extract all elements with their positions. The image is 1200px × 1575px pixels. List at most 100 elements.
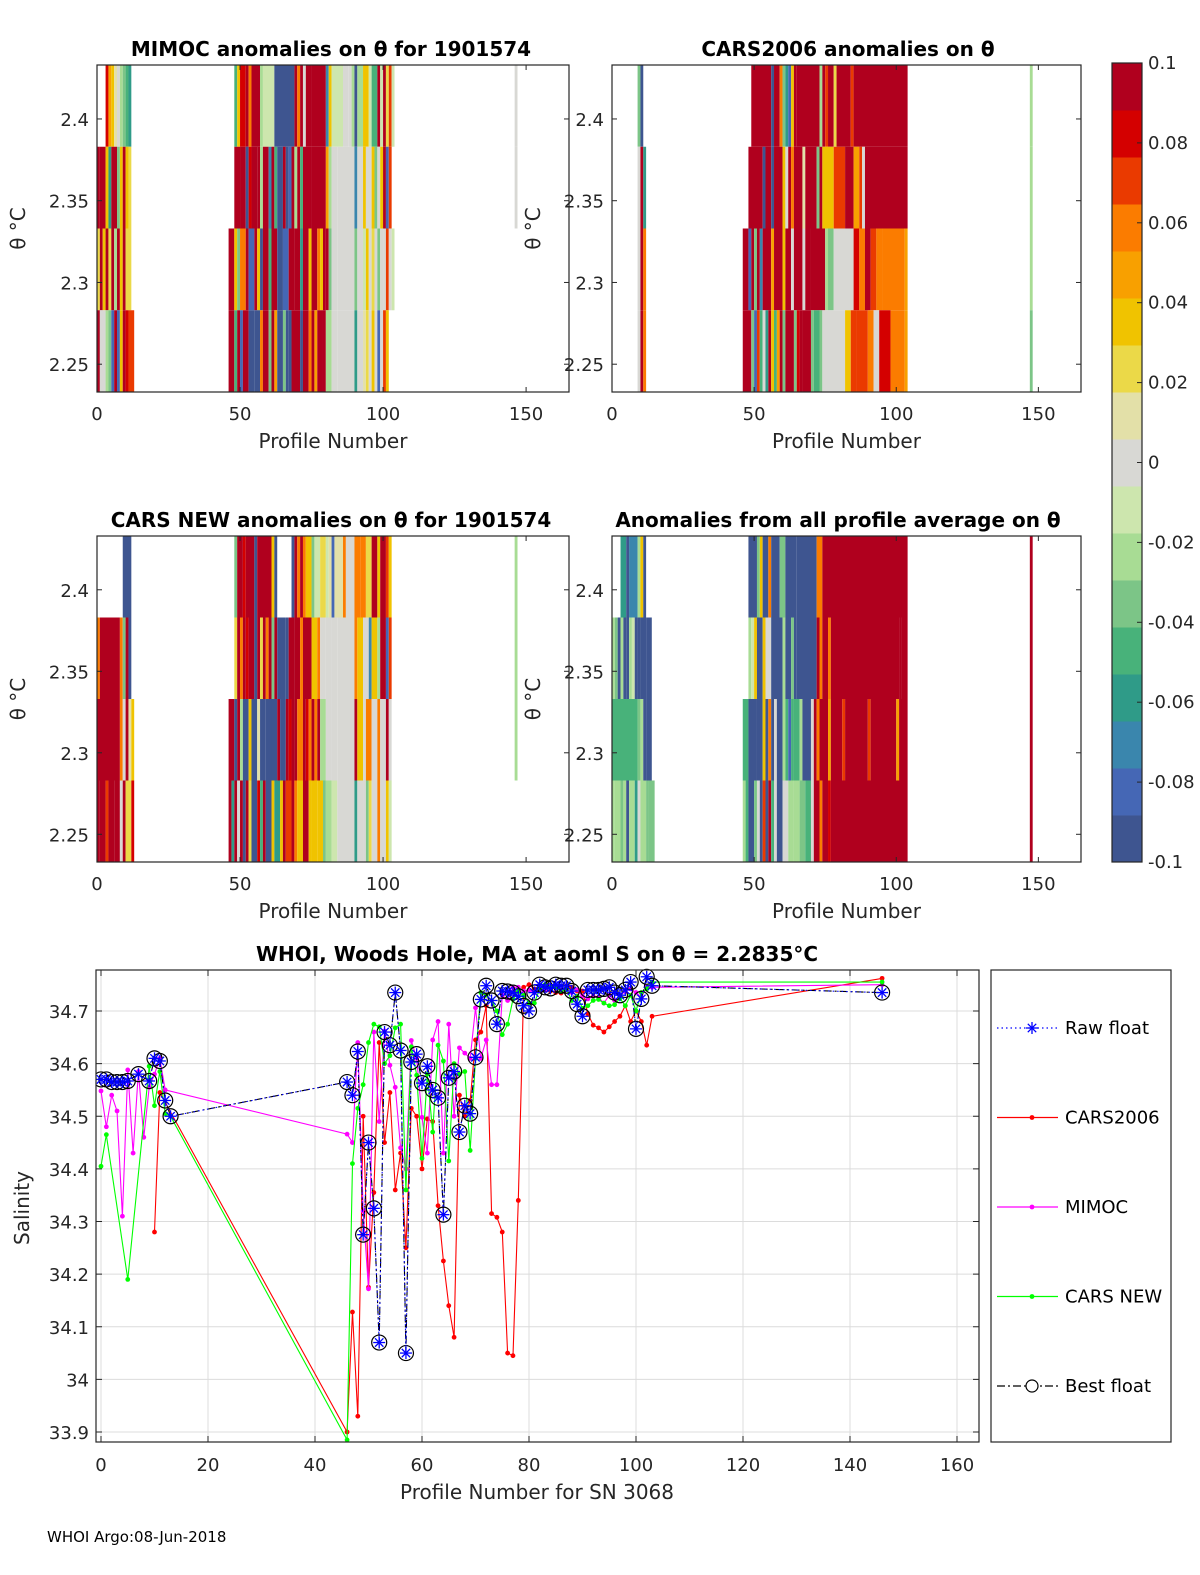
colorbar-tick-label: 0.08 (1148, 133, 1188, 154)
legend-box (990, 969, 1172, 1443)
heatmap-cell (377, 310, 381, 392)
heatmap-cell (774, 780, 777, 862)
heatmap-cell (131, 780, 135, 862)
heatmap-cell (816, 699, 820, 781)
data-point (590, 998, 596, 1003)
data-point (371, 1029, 377, 1035)
heatmap-cell (297, 699, 303, 781)
heatmap-cell (802, 310, 811, 392)
heatmap-cell (765, 617, 772, 699)
series-line (100, 984, 883, 1289)
heatmap-cell (745, 780, 749, 862)
colorbar-segment (1112, 580, 1142, 628)
data-point (394, 1044, 407, 1057)
data-point (467, 1148, 473, 1153)
heatmap-cell (640, 65, 644, 147)
heatmap-cell (294, 536, 298, 618)
heatmap-cell (774, 310, 777, 392)
heatmap-cell (514, 65, 518, 147)
x-tick-label: 100 (366, 404, 400, 425)
heatmap-cell (122, 780, 126, 862)
data-point (426, 1083, 439, 1096)
heatmap-cell (302, 699, 306, 781)
heatmap-cell (294, 65, 298, 147)
axes-box (611, 535, 1082, 863)
heatmap-cell (785, 536, 797, 618)
y-tick-label: 2.3 (60, 744, 89, 765)
heatmap-cell (308, 228, 312, 311)
heatmap-cell (782, 617, 786, 699)
heatmap-cell (514, 699, 518, 781)
heatmap-cell (620, 617, 624, 699)
heatmap-cell (785, 699, 789, 781)
heatmap-cell (260, 228, 263, 311)
data-point (362, 1136, 375, 1149)
data-point (350, 1140, 355, 1145)
heatmap-cell (828, 617, 831, 699)
data-point (585, 1003, 591, 1009)
x-tick-label: 0 (606, 404, 617, 425)
heatmap-cell (833, 146, 846, 229)
heatmap-cell (631, 617, 635, 699)
heatmap-cell (345, 536, 355, 618)
heatmap-cell (311, 228, 318, 311)
heatmap-cell (354, 228, 358, 311)
heatmap-cell (612, 699, 638, 781)
x-tick-label: 50 (743, 874, 766, 895)
heatmap-cell (108, 146, 112, 229)
colorbar-segment (1112, 815, 1142, 863)
heatmap-cell (828, 780, 831, 862)
x-tick-label: 150 (1021, 874, 1055, 895)
heatmap-cell (751, 228, 755, 311)
data-point (483, 1037, 489, 1043)
data-point (121, 1074, 134, 1087)
y-tick-label: 2.4 (575, 110, 604, 131)
heatmap-cell (108, 780, 115, 862)
axes-box (96, 535, 570, 863)
heatmap-mimoc-title: MIMOC anomalies on θ for 1901574 (131, 37, 531, 61)
colorbar-tick-label: -0.1 (1148, 852, 1183, 873)
y-axis-label: θ °C (6, 207, 30, 250)
heatmap-cell (311, 699, 315, 781)
data-point (489, 1082, 494, 1088)
heatmap-cell (331, 65, 344, 147)
data-point (515, 1198, 521, 1203)
heatmap-cell (634, 780, 638, 862)
axes-box (95, 969, 980, 1443)
heatmap-cell (354, 146, 358, 229)
heatmap-cell (302, 617, 312, 699)
data-point (373, 1336, 386, 1349)
heatmap-cell (805, 228, 811, 311)
heatmap-cell (111, 65, 115, 147)
heatmap-cell (640, 228, 644, 311)
x-tick-label: 80 (518, 1455, 541, 1476)
x-tick-label: 50 (229, 404, 252, 425)
heatmap-cell (762, 617, 766, 699)
heatmap-cell (819, 617, 823, 699)
heatmap-cell (759, 780, 763, 862)
y-tick-label: 2.3 (575, 744, 604, 765)
heatmap-cell (308, 780, 312, 862)
heatmap-cell (97, 780, 100, 862)
heatmap-cell (867, 310, 874, 392)
heatmap-cell (248, 780, 252, 862)
heatmap-cell (97, 228, 100, 311)
x-tick-label: 0 (91, 874, 102, 895)
heatmap-cell (388, 536, 392, 618)
data-point (617, 1013, 623, 1019)
heatmap-cell (782, 699, 786, 781)
heatmap-cell (620, 536, 627, 618)
heatmap-cell (828, 65, 834, 147)
heatmap-cell (125, 780, 132, 862)
heatmap-cell (374, 310, 378, 392)
heatmap-cell (257, 780, 261, 862)
heatmap-cell (626, 617, 630, 699)
heatmap-cell (248, 699, 252, 781)
heatmap-cell (756, 780, 760, 862)
heatmap-cell (114, 228, 118, 311)
heatmap-avg-title: Anomalies from all profile average on θ (615, 508, 1060, 532)
heatmap-cell (122, 310, 126, 392)
data-point (480, 979, 493, 992)
x-tick-label: 100 (879, 404, 913, 425)
heatmap-cell (782, 65, 786, 147)
